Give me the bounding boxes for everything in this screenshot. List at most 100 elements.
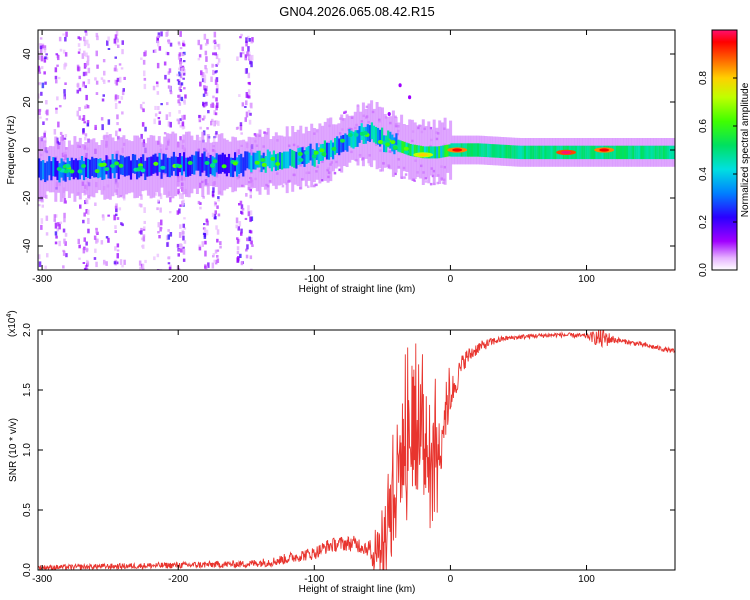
spectrogram-noise-cell — [210, 103, 213, 108]
spectrogram-noise-cell — [64, 200, 67, 204]
spectrogram-noise-cell — [198, 246, 202, 251]
spectrogram-ridge-cell — [38, 158, 41, 178]
x-tick-label: -200 — [168, 574, 188, 585]
spectrogram-noise-cell — [179, 224, 182, 229]
y-tick-label: -20 — [22, 190, 33, 205]
spectrogram-noise-cell — [55, 53, 58, 56]
spectrogram-ridge-cell — [495, 144, 498, 158]
spectrogram-ridge-cell — [270, 154, 273, 172]
spectrogram-noise-cell — [216, 44, 219, 47]
spectrogram-ridge-cell — [538, 145, 541, 160]
spectrogram-noise-cell — [179, 31, 182, 37]
spectrogram-ridge-cell — [250, 155, 253, 173]
spectrogram-blob — [319, 148, 325, 153]
spectrogram-noise-cell — [45, 232, 49, 236]
spectrogram-noise-cell — [155, 81, 159, 84]
spectrogram-ridge-cell — [548, 145, 551, 160]
spectrogram-noise-cell — [81, 53, 85, 59]
spectrogram-ridge-cell — [554, 145, 557, 160]
spectrogram-noise-cell — [182, 258, 186, 262]
spectrogram-noise-cell — [213, 136, 216, 139]
colorbar: 0.0 0.2 0.4 0.6 0.8 Normalized spectral ampl… — [698, 29, 750, 277]
spectrogram-noise-cell — [114, 246, 117, 251]
spectrogram-noise-cell — [81, 118, 85, 121]
spectrogram-noise-cell — [178, 94, 181, 101]
spectrogram-ridge-cell — [613, 145, 616, 160]
y-tick-label: 20 — [22, 96, 33, 108]
spectrogram-noise-cell — [183, 217, 186, 220]
spectrogram-noise-cell — [159, 207, 162, 213]
spectrogram-ridge-cell — [542, 145, 545, 160]
spectrogram-noise-cell — [94, 77, 97, 81]
spectrogram-ridge-cell — [164, 154, 167, 174]
spectrogram-noise-cell — [62, 49, 66, 54]
spectrogram-noise-cell — [216, 229, 220, 235]
spectrogram-ridge-cell — [499, 144, 502, 158]
spectrogram-ridge-cell — [379, 129, 382, 147]
spectrogram-ridge-cell — [42, 160, 45, 180]
spectrogram-ridge-cell — [60, 158, 63, 178]
spectrogram-noise-cell — [178, 248, 181, 252]
spectrogram-noise-cell — [240, 228, 243, 234]
spectrogram-ridge-cell — [117, 159, 120, 180]
spectrogram-noise-cell — [39, 45, 43, 50]
spectrogram-ridge-cell — [219, 154, 222, 174]
spectrogram-ridge-cell — [664, 145, 667, 160]
spectrogram-blob — [340, 138, 345, 143]
spectrogram-ridge-cell — [523, 145, 527, 160]
spectrogram-noise-cell — [247, 89, 251, 95]
spectrogram-ridge-cell — [615, 145, 618, 160]
spectrogram-ridge-cell — [58, 163, 61, 183]
spectrogram-noise-cell — [240, 261, 244, 264]
spectrogram-noise-cell — [44, 265, 47, 269]
spectrogram-noise-cell — [214, 202, 217, 205]
spectrogram-noise-cell — [38, 43, 42, 46]
spectrogram-ridge-cell — [276, 153, 280, 171]
spectrogram-ridge-cell — [54, 157, 57, 177]
spectrogram-noise-cell — [247, 109, 251, 116]
spectrogram-ridge-cell — [48, 156, 51, 176]
spectrogram-ridge-cell — [485, 143, 488, 158]
spectrogram-noise-cell — [403, 176, 406, 179]
spectrogram-noise-cell — [247, 72, 251, 79]
spectrogram-noise-cell — [245, 111, 249, 118]
spectrogram-noise-cell — [153, 118, 156, 125]
spectrogram-noise-cell — [180, 243, 183, 249]
spectrogram-ridge-cell — [628, 145, 631, 160]
spectrogram-noise-cell — [211, 194, 215, 198]
spectrogram-blob — [81, 164, 86, 168]
spectrogram-ridge-cell — [438, 146, 441, 159]
spectrogram-noise-cell — [343, 111, 346, 114]
spectrogram-noise-cell — [55, 79, 58, 84]
spectrogram-noise-cell — [95, 261, 98, 268]
spectrogram-noise-cell — [197, 39, 200, 46]
spectrogram-ridge-cell — [109, 159, 112, 179]
spectrogram-hot-spot-core — [418, 153, 429, 157]
spectrogram-noise-cell — [212, 187, 215, 193]
spectrogram-ridge-cell — [503, 144, 506, 159]
spectrogram-noise-cell — [114, 94, 118, 100]
spectrogram-noise-cell — [215, 70, 218, 73]
spectrogram-ridge-cell — [344, 133, 347, 151]
spectrogram-noise-cell — [204, 240, 207, 245]
spectrogram-noise-cell — [203, 79, 207, 84]
spectrogram-blob — [353, 132, 359, 137]
spectrogram-noise-cell — [203, 223, 206, 226]
spectrogram-ridge-cell — [415, 145, 418, 158]
spectrogram-noise-cell — [241, 102, 245, 107]
spectrogram-noise-cell — [86, 39, 89, 45]
spectrogram-noise-cell — [246, 237, 249, 242]
spectrogram-noise-cell — [394, 172, 397, 176]
spectrogram-ridge-cell — [632, 145, 635, 160]
spectrogram-noise-cell — [64, 82, 67, 85]
spectrogram-noise-cell — [178, 52, 182, 57]
y-tick-label: 1.0 — [22, 443, 33, 457]
spectrogram-noise-cell — [77, 51, 81, 54]
spectrogram-noise-cell — [239, 36, 242, 39]
spectrogram-noise-cell — [436, 181, 439, 185]
spectrogram-ridge-cell — [158, 153, 161, 173]
spectrogram-noise-cell — [156, 82, 159, 88]
spectrogram-noise-cell — [217, 120, 220, 126]
spectrogram-noise-cell — [242, 51, 245, 55]
